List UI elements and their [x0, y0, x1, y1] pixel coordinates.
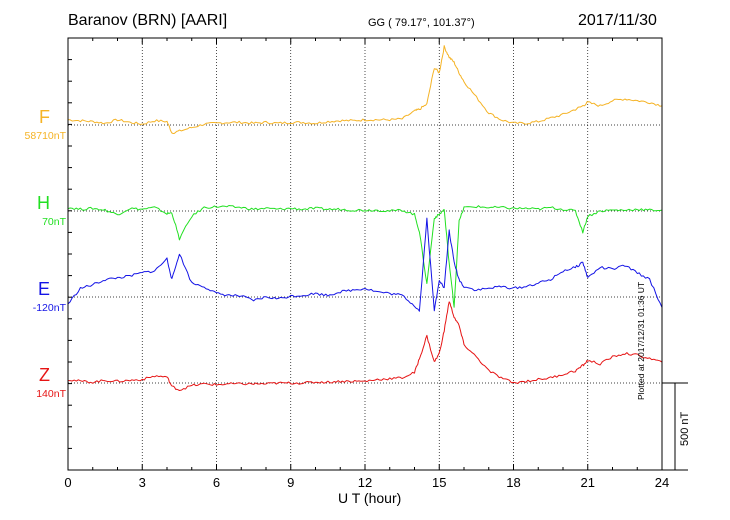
plotted-timestamp: Plotted at 2017/12/31 01:36 UT [636, 281, 646, 400]
x-tick-label: 21 [581, 475, 595, 490]
component-e-label: E [37, 279, 50, 299]
series [67, 45, 663, 391]
component-h-baseline: 70nT [42, 216, 66, 228]
plot-date: 2017/11/30 [578, 12, 657, 29]
component-f-baseline: 58710nT [24, 130, 66, 142]
component-h-label: H [37, 193, 50, 213]
geo-coordinates: GG ( 79.17°, 101.37°) [368, 17, 475, 29]
x-tick-label: 3 [139, 475, 146, 490]
component-z-baseline: 140nT [36, 388, 66, 400]
x-tick-label: 24 [655, 475, 669, 490]
station-title: Baranov (BRN) [AARI] [68, 12, 228, 29]
component-f-label: F [39, 107, 50, 127]
series-z [68, 301, 663, 391]
component-e-baseline: -120nT [32, 302, 66, 314]
series-h [67, 205, 663, 308]
x-axis-label: U T (hour) [338, 490, 402, 506]
grid [141, 38, 589, 470]
x-tick-label: 0 [64, 475, 71, 490]
x-tick-label: 12 [358, 475, 372, 490]
x-tick-label: 18 [506, 475, 520, 490]
series-f [68, 45, 663, 134]
series-e [67, 217, 663, 312]
component-z-label: Z [39, 365, 50, 385]
x-tick-label: 9 [287, 475, 294, 490]
axes: 0 3 6 9 12 15 18 21 24 [64, 37, 669, 490]
x-tick-label: 15 [432, 475, 446, 490]
scale-bar [662, 382, 688, 471]
scale-bar-label: 500 nT [679, 411, 691, 446]
x-tick-label: 6 [213, 475, 220, 490]
